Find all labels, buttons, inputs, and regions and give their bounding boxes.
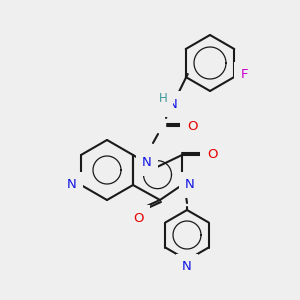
Text: O: O — [133, 212, 143, 224]
Text: N: N — [168, 98, 178, 110]
Text: O: O — [187, 119, 197, 133]
Text: H: H — [159, 92, 167, 106]
Text: N: N — [67, 178, 77, 191]
Text: N: N — [185, 178, 195, 191]
Text: F: F — [241, 68, 248, 82]
Text: N: N — [142, 157, 152, 169]
Text: O: O — [207, 148, 217, 161]
Text: N: N — [182, 260, 192, 274]
